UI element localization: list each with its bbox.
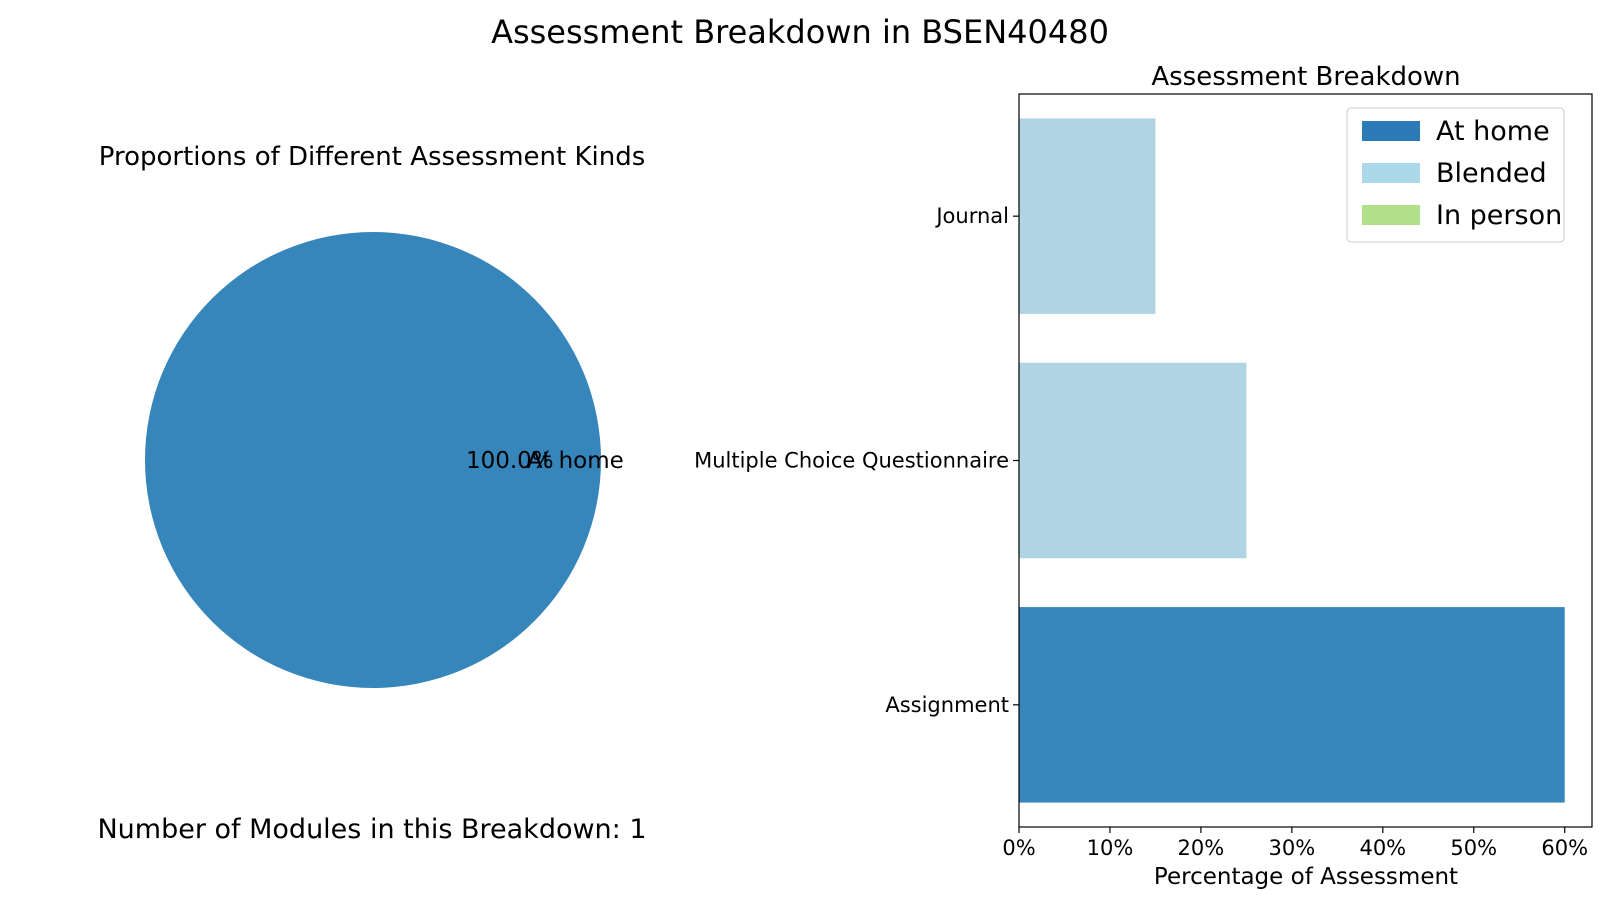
x-axis: 0% 10% 20% 30% 40% 50% 60% [1002, 827, 1588, 860]
legend-swatch [1362, 205, 1420, 225]
bars [1019, 118, 1565, 803]
y-tick-label: Assignment [885, 693, 1009, 717]
x-tick-label: 40% [1359, 836, 1406, 860]
bar [1019, 362, 1247, 559]
y-axis: Assignment Multiple Choice Questionnaire J… [694, 204, 1019, 717]
legend-label: In person [1436, 200, 1562, 231]
pie-chart: Proportions of Different Assessment Kind… [97, 142, 646, 845]
x-tick-label: 60% [1541, 836, 1588, 860]
y-tick-label: Multiple Choice Questionnaire [694, 449, 1009, 473]
bar-chart-title: Assessment Breakdown [1151, 62, 1460, 92]
legend-swatch [1362, 121, 1420, 141]
x-tick-label: 10% [1087, 836, 1134, 860]
y-tick-label: Journal [934, 204, 1009, 228]
pie-slice-label: At home [527, 448, 624, 474]
pie-slice-percent: 100.0% [466, 448, 554, 474]
bar-chart: Assessment Breakdown Assignment Multiple … [694, 62, 1593, 890]
x-tick-label: 0% [1002, 836, 1035, 860]
x-tick-label: 30% [1269, 836, 1316, 860]
x-axis-label: Percentage of Assessment [1154, 864, 1458, 890]
x-tick-label: 20% [1178, 836, 1225, 860]
bar [1019, 607, 1565, 803]
figure-title: Assessment Breakdown in BSEN40480 [491, 13, 1109, 51]
bar [1019, 118, 1156, 314]
pie-footnote: Number of Modules in this Breakdown: 1 [97, 814, 646, 845]
legend-label: Blended [1436, 158, 1547, 189]
legend-entries: At home Blended In person [1362, 116, 1562, 231]
legend: At home Blended In person [1346, 107, 1565, 243]
legend-swatch [1362, 163, 1420, 183]
pie-slice [145, 232, 601, 688]
legend-label: At home [1436, 116, 1550, 147]
x-tick-label: 50% [1450, 836, 1497, 860]
pie-chart-title: Proportions of Different Assessment Kind… [99, 142, 646, 172]
